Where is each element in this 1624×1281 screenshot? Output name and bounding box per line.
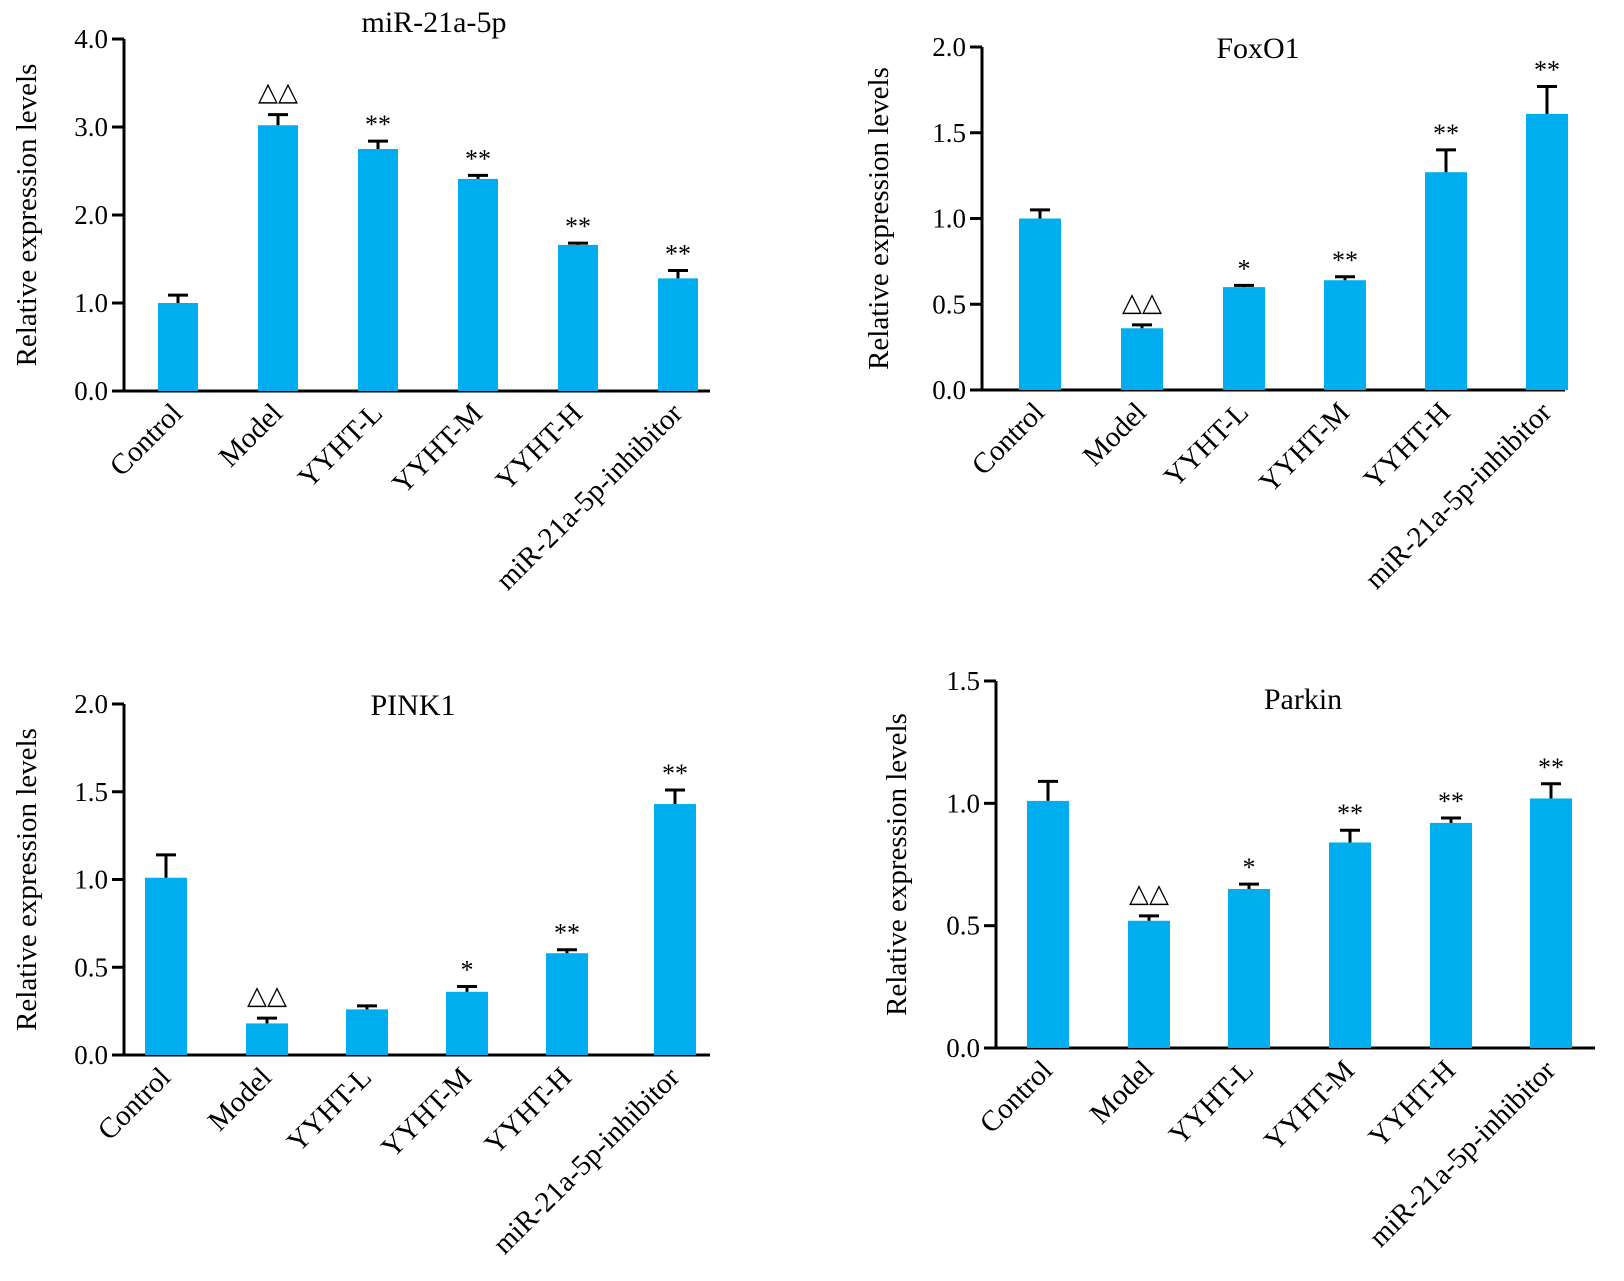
y-tick-label: 1.5	[932, 118, 966, 148]
x-tick-label: YYHT-H	[479, 1061, 578, 1160]
bar	[1430, 822, 1472, 1048]
x-tick-label: miR-21a-5p-inhibitor	[1363, 1054, 1562, 1253]
bar	[346, 1009, 388, 1055]
significance-mark: *	[1243, 853, 1256, 882]
y-tick-label: 1.5	[74, 777, 108, 807]
significance-mark: *	[461, 956, 474, 985]
y-tick-label: 2.0	[74, 200, 108, 230]
bar	[446, 991, 488, 1055]
bar	[145, 877, 187, 1055]
x-tick-label: YYHT-H	[490, 397, 589, 496]
y-axis-label: Relative expression levels	[11, 728, 43, 1031]
bar	[1027, 800, 1069, 1048]
chart-panel-4: Parkin Relative expression levels 0.0 0.5 1.…	[881, 666, 1595, 1254]
significance-mark: △△	[247, 981, 287, 1010]
significance-mark: △△	[1129, 879, 1169, 908]
y-tick-label: 1.0	[946, 788, 980, 818]
x-tick-label: YYHT-L	[1163, 1054, 1260, 1151]
y-tick-label: 4.0	[74, 24, 108, 54]
y-tick-label: 3.0	[74, 112, 108, 142]
x-tick-label: YYHT-H	[1363, 1054, 1462, 1153]
x-tick-label: YYHT-L	[281, 1061, 378, 1158]
bar	[558, 244, 598, 391]
bar	[1223, 287, 1265, 390]
bar	[246, 1023, 288, 1055]
bar	[158, 303, 198, 391]
y-tick-label: 0.0	[74, 1040, 108, 1070]
x-tick-label: Control	[92, 1061, 177, 1146]
bar	[1425, 172, 1467, 390]
bar	[458, 178, 498, 391]
y-axis-label: Relative expression levels	[881, 713, 913, 1016]
x-tick-label: miR-21a-5p-inhibitor	[1359, 396, 1558, 595]
x-tick-label: YYHT-L	[292, 397, 389, 494]
x-tick-label: miR-21a-5p-inhibitor	[487, 1061, 686, 1260]
significance-mark: **	[1433, 119, 1459, 148]
significance-mark: **	[1337, 799, 1363, 828]
significance-mark: **	[665, 239, 691, 268]
x-tick-label: Control	[974, 1054, 1059, 1139]
bar	[654, 804, 696, 1055]
significance-mark: **	[554, 919, 580, 948]
chart-title: Parkin	[1264, 683, 1342, 716]
bar	[1228, 888, 1270, 1048]
chart-title: PINK1	[370, 689, 455, 722]
bar	[1128, 920, 1170, 1048]
significance-mark: **	[365, 110, 391, 139]
y-tick-label: 1.5	[946, 666, 980, 696]
bar	[1329, 842, 1371, 1048]
significance-mark: **	[1538, 753, 1564, 782]
significance-mark: △△	[1122, 288, 1162, 317]
significance-mark: *	[1238, 254, 1251, 283]
significance-mark: **	[1332, 246, 1358, 275]
bar	[658, 278, 698, 391]
y-tick-label: 0.0	[932, 375, 966, 405]
x-tick-label: Control	[966, 396, 1051, 481]
significance-mark: **	[565, 212, 591, 241]
x-tick-label: Model	[1084, 1054, 1160, 1130]
chart-title: miR-21a-5p	[362, 6, 507, 39]
significance-mark: **	[465, 144, 491, 173]
significance-mark: △△	[258, 78, 298, 107]
x-tick-label: YYHT-M	[1258, 1054, 1361, 1157]
y-tick-label: 0.5	[932, 289, 966, 319]
significance-mark: **	[1438, 787, 1464, 816]
y-tick-label: 0.5	[74, 952, 108, 982]
y-tick-label: 0.5	[946, 911, 980, 941]
y-tick-label: 0.0	[946, 1033, 980, 1063]
x-tick-label: YYHT-L	[1158, 396, 1255, 493]
bar	[1019, 218, 1061, 390]
y-tick-label: 1.0	[932, 204, 966, 234]
x-tick-label: Control	[104, 397, 189, 482]
x-tick-label: YYHT-M	[1253, 396, 1356, 499]
y-tick-label: 2.0	[932, 32, 966, 62]
x-tick-label: Model	[202, 1061, 278, 1137]
bar	[546, 953, 588, 1055]
x-tick-label: Model	[213, 397, 289, 473]
x-tick-label: YYHT-H	[1358, 396, 1457, 495]
significance-mark: **	[662, 759, 688, 788]
y-tick-label: 0.0	[74, 376, 108, 406]
chart-panel-2: FoxO1 Relative expression levels 0.0 0.5 1.0…	[863, 32, 1568, 596]
y-tick-label: 1.0	[74, 288, 108, 318]
x-tick-label: Model	[1077, 396, 1153, 472]
bar	[1121, 328, 1163, 390]
bar	[258, 125, 298, 392]
y-axis-label: Relative expression levels	[11, 64, 43, 367]
significance-mark: **	[1534, 55, 1560, 84]
y-tick-label: 1.0	[74, 865, 108, 895]
y-axis-label: Relative expression levels	[863, 67, 895, 370]
x-tick-label: YYHT-M	[386, 397, 489, 500]
bar	[1530, 798, 1572, 1048]
bar	[1526, 113, 1568, 390]
chart-panel-1: miR-21a-5p Relative expression levels 0.0 1…	[11, 6, 710, 597]
chart-panel-3: PINK1 Relative expression levels 0.0 0.5 1.0…	[11, 689, 710, 1261]
x-tick-label: miR-21a-5p-inhibitor	[490, 397, 689, 596]
chart-title: FoxO1	[1216, 32, 1299, 65]
bar	[1324, 280, 1366, 390]
x-tick-label: YYHT-M	[375, 1061, 478, 1164]
y-tick-label: 2.0	[74, 689, 108, 719]
bar	[358, 149, 398, 391]
